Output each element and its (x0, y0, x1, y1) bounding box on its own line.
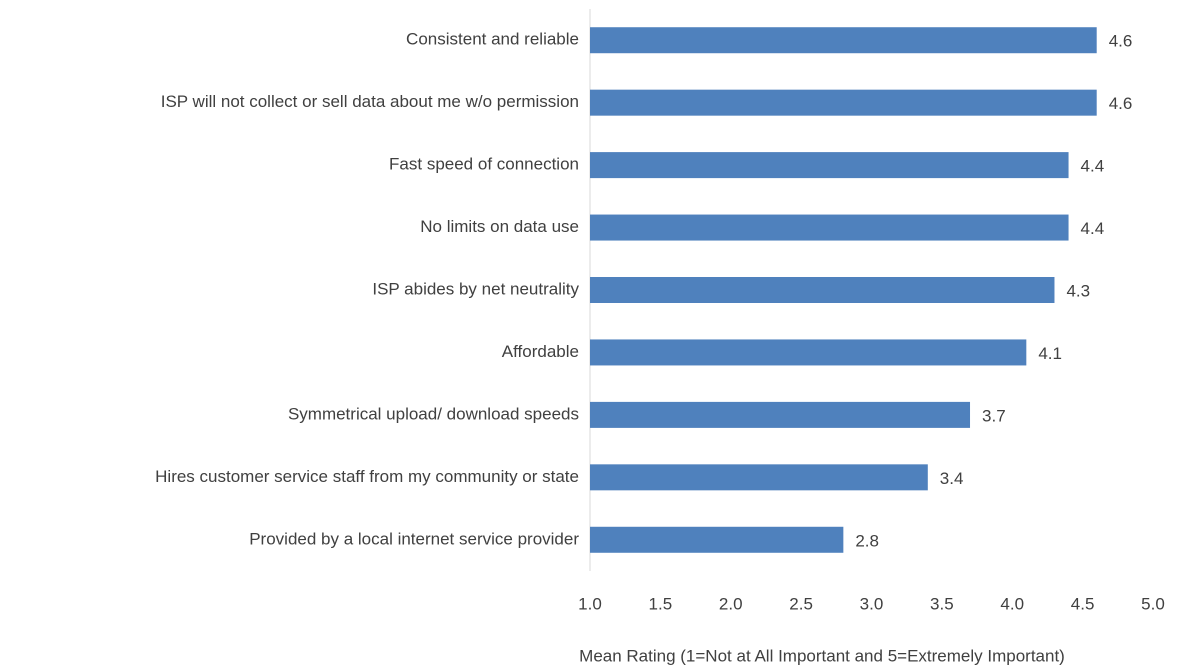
bar (590, 401, 971, 428)
data-label: 4.6 (1109, 32, 1133, 51)
data-label: 4.1 (1038, 344, 1062, 363)
y-tick-label: Consistent and reliable (406, 30, 579, 49)
x-tick-label: 3.0 (860, 594, 884, 613)
y-tick-label: Affordable (502, 342, 579, 361)
y-tick-label: Fast speed of connection (389, 155, 579, 174)
data-label: 4.6 (1109, 94, 1133, 113)
x-axis-title: Mean Rating (1=Not at All Important and … (579, 646, 1065, 665)
bar (590, 152, 1069, 179)
y-tick-label: Provided by a local internet service pro… (249, 529, 579, 548)
y-tick-label: Hires customer service staff from my com… (155, 467, 579, 486)
bar (590, 214, 1069, 241)
bar (590, 277, 1055, 303)
bar (590, 89, 1097, 116)
data-label: 4.3 (1066, 281, 1090, 300)
data-label: 4.4 (1081, 219, 1105, 238)
y-tick-label: ISP abides by net neutrality (372, 279, 579, 298)
data-label: 2.8 (855, 531, 879, 550)
y-tick-label: ISP will not collect or sell data about … (161, 92, 579, 111)
x-tick-label: 5.0 (1141, 594, 1165, 613)
bar (590, 27, 1097, 54)
x-tick-label: 4.0 (1000, 594, 1024, 613)
x-tick-label: 4.5 (1071, 594, 1095, 613)
y-tick-label: No limits on data use (420, 217, 579, 236)
y-tick-label: Symmetrical upload/ download speeds (288, 404, 579, 423)
x-tick-label: 1.0 (578, 594, 602, 613)
data-label: 4.4 (1081, 157, 1105, 176)
x-tick-label: 3.5 (930, 594, 954, 613)
bar (590, 464, 928, 491)
data-label: 3.4 (940, 469, 964, 488)
bar (590, 339, 1027, 366)
x-tick-label: 2.0 (719, 594, 743, 613)
bar (590, 526, 844, 553)
x-tick-label: 1.5 (649, 594, 673, 613)
data-label: 3.7 (982, 406, 1006, 425)
x-tick-label: 2.5 (789, 594, 813, 613)
